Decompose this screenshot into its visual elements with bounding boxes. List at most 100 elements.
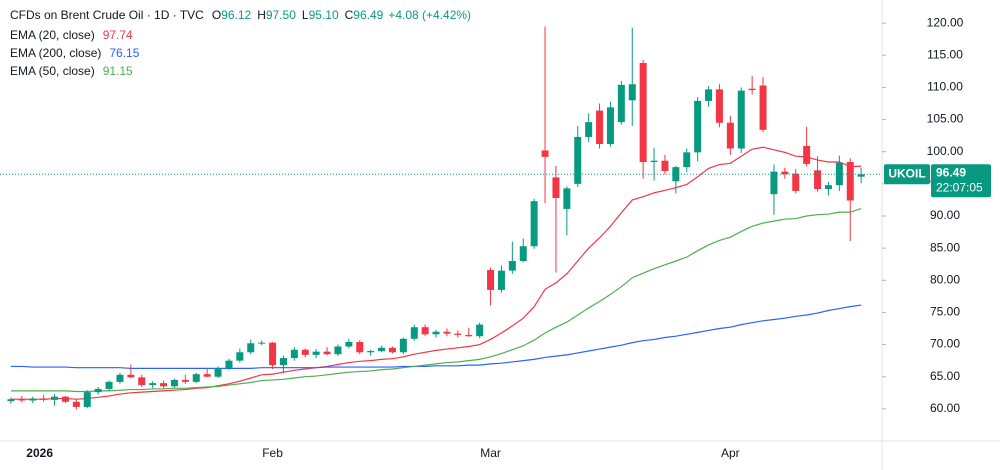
y-tick-label: 90.00 <box>930 208 960 222</box>
candle-body <box>846 162 854 201</box>
candle-body <box>497 270 505 290</box>
price-tag-countdown: 22:07:05 <box>936 180 983 194</box>
candle-body <box>160 383 168 387</box>
candle-body <box>236 352 244 361</box>
candle-body <box>290 349 298 359</box>
x-tick-label: Feb <box>262 446 283 460</box>
candle-body <box>399 338 407 353</box>
candle-body <box>279 358 287 366</box>
candle-body <box>737 90 745 149</box>
candle-body <box>628 84 636 101</box>
candle-body <box>617 84 625 123</box>
ohlc-label: O <box>212 8 221 22</box>
candle-body <box>541 150 549 157</box>
candle-body <box>748 88 756 90</box>
candle-body <box>508 261 516 271</box>
candle-body <box>247 343 255 353</box>
candle-body <box>367 351 375 353</box>
candle-body <box>61 396 69 402</box>
x-tick-label: Apr <box>721 446 740 460</box>
y-tick-label: 110.00 <box>927 80 963 94</box>
candle-body <box>705 89 713 101</box>
candle-body <box>421 327 429 335</box>
candle-body <box>138 377 146 386</box>
candle-body <box>454 333 462 335</box>
ohlc-value: 96.49 <box>353 8 383 22</box>
indicator-name: EMA (20, close) <box>10 28 95 42</box>
x-tick-label: 2026 <box>26 446 53 460</box>
candle-body <box>476 324 484 337</box>
symbol-title: CFDs on Brent Crude Oil · 1D · TVC <box>10 8 204 22</box>
candle-body <box>345 342 353 347</box>
indicator-value: 91.15 <box>103 64 133 78</box>
y-tick-label: 85.00 <box>930 240 960 254</box>
y-tick-label: 100.00 <box>927 144 964 158</box>
ohlc-label: C <box>345 8 354 22</box>
candle-body <box>388 347 396 353</box>
candle-body <box>203 374 211 377</box>
candle-body <box>835 162 843 186</box>
candle-body <box>694 100 702 153</box>
candle-body <box>606 107 614 144</box>
candle-body <box>432 331 440 335</box>
candle-body <box>770 171 778 195</box>
ohlc-label: L <box>302 8 309 22</box>
candle-body <box>683 152 691 168</box>
price-tag-value: 96.49 <box>936 165 966 179</box>
candle-body <box>824 185 832 189</box>
candle-body <box>519 246 527 261</box>
candle-body <box>18 399 26 401</box>
ohlc-label: H <box>257 8 266 22</box>
candle-body <box>181 379 189 382</box>
symbol-tag <box>884 164 930 185</box>
candle-body <box>715 89 723 123</box>
candle-body <box>7 399 15 402</box>
candle-body <box>465 334 473 337</box>
candle-body <box>51 396 59 400</box>
indicator-value: 76.15 <box>109 46 139 60</box>
candle-body <box>596 110 604 144</box>
indicator-name: EMA (200, close) <box>10 46 101 60</box>
y-tick-label: 115.00 <box>927 47 963 61</box>
candle-body <box>94 388 102 393</box>
candle-body <box>29 398 37 401</box>
ema-line <box>10 304 862 369</box>
y-tick-label: 120.00 <box>927 15 964 29</box>
ema-line <box>10 146 862 400</box>
y-tick-label: 60.00 <box>930 401 960 415</box>
price-tag <box>931 164 991 198</box>
candle-body <box>661 160 669 171</box>
candle-body <box>443 331 451 334</box>
candle-body <box>639 63 647 162</box>
candle-body <box>40 398 48 400</box>
y-tick-label: 105.00 <box>927 112 964 126</box>
candle-body <box>857 174 865 177</box>
candle-body <box>726 122 734 149</box>
x-tick-label: Mar <box>480 446 501 460</box>
indicator-name: EMA (50, close) <box>10 64 95 78</box>
candle-body <box>792 173 800 191</box>
candle-body <box>563 188 571 209</box>
symbol-label: UKOIL <box>888 166 925 180</box>
indicator-legend: EMA (200, close) 76.15 <box>10 46 140 60</box>
y-tick-label: 75.00 <box>930 305 960 319</box>
candle-body <box>258 342 266 344</box>
candle-body <box>269 342 277 366</box>
indicator-legend: EMA (20, close) 97.74 <box>10 28 133 42</box>
y-tick-label: 65.00 <box>930 369 960 383</box>
candle-body <box>127 374 135 378</box>
plot-area: 60.0065.0070.0075.0080.0085.0090.0095.00… <box>0 15 964 460</box>
y-tick-label: 80.00 <box>930 272 960 286</box>
candle-body <box>334 346 342 355</box>
candle-body <box>225 360 233 369</box>
candle-body <box>192 374 200 382</box>
candle-body <box>170 379 178 387</box>
change-value: +4.08 (+4.42%) <box>388 8 471 22</box>
candle-body <box>585 122 593 137</box>
candle-body <box>814 170 822 189</box>
candle-body <box>803 145 811 164</box>
candle-body <box>72 401 80 407</box>
